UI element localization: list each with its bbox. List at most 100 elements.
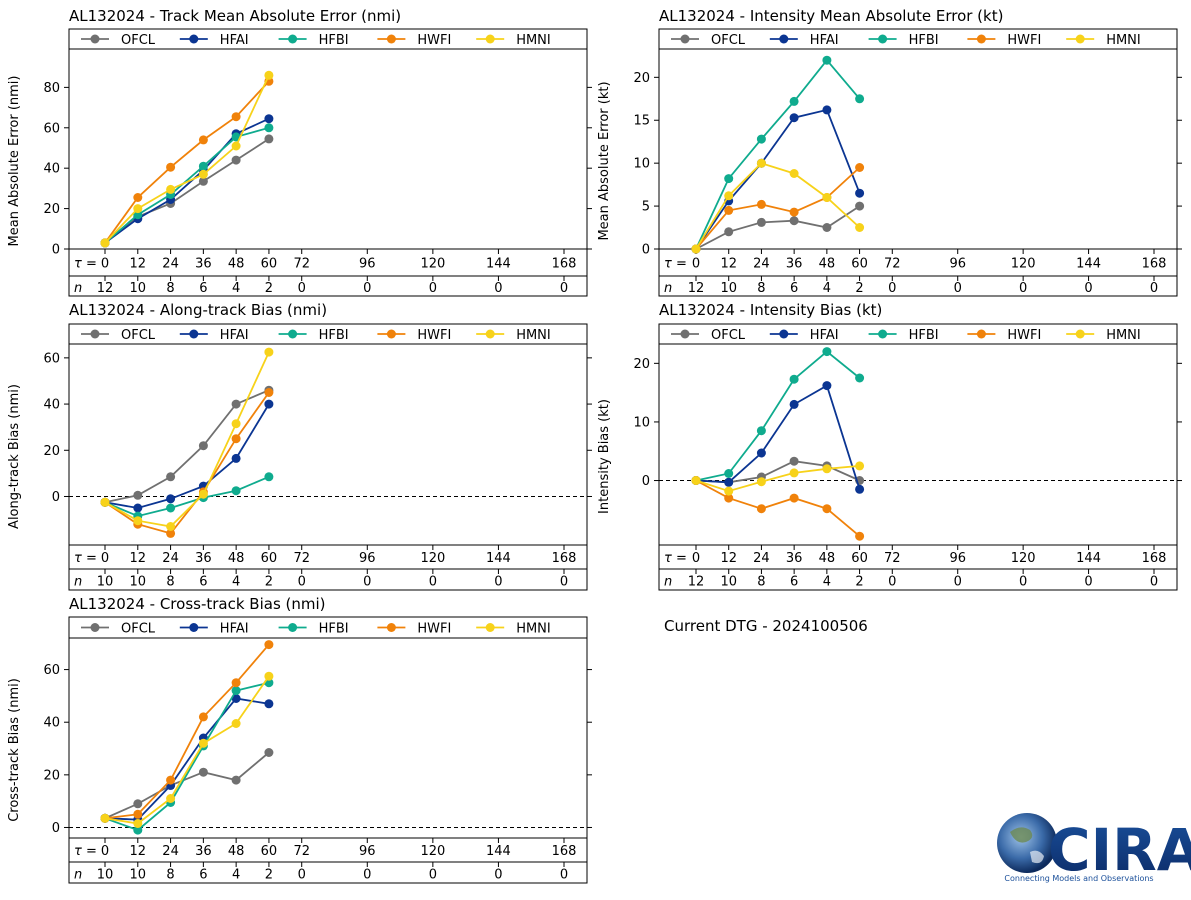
- series-hfbi: [100, 678, 274, 835]
- n-row-label: n: [664, 575, 672, 590]
- tau-label: 36: [786, 257, 803, 272]
- legend-marker-hmni: [485, 34, 495, 44]
- data-point-ofcl: [231, 155, 241, 165]
- tau-label: 48: [819, 257, 836, 272]
- tau-label: 0: [692, 551, 700, 566]
- legend-marker-ofcl: [90, 623, 100, 632]
- data-point-ofcl: [231, 775, 241, 785]
- chart-title: AL132024 - Intensity Bias (kt): [659, 301, 882, 319]
- series-line-hfbi: [104, 475, 270, 518]
- tau-label: 36: [195, 551, 212, 566]
- series-hmni: [691, 461, 865, 496]
- tau-label: 96: [359, 551, 376, 566]
- data-point-hmni: [166, 522, 176, 531]
- y-tick-label: 20: [43, 444, 60, 459]
- n-value: 0: [954, 281, 962, 296]
- n-value: 10: [130, 281, 147, 296]
- y-axis-label: Cross-track Bias (nmi): [7, 678, 22, 822]
- tau-label: 0: [101, 844, 109, 859]
- y-tick-label: 0: [52, 243, 60, 258]
- data-point-hwfi: [166, 162, 176, 172]
- data-point-hmni: [100, 813, 110, 823]
- tau-symbol: τ: [664, 257, 676, 272]
- n-value: 4: [232, 868, 240, 883]
- data-point-ofcl: [789, 456, 799, 466]
- series-line-hwfi: [695, 479, 861, 537]
- data-point-hfbi: [133, 825, 143, 835]
- legend-marker-ofcl: [90, 34, 100, 44]
- data-point-hfai: [822, 105, 832, 115]
- data-point-hwfi: [198, 712, 208, 722]
- legend-marker-hfbi: [288, 34, 298, 44]
- n-row-label: n: [74, 868, 82, 883]
- y-tick-label: 20: [633, 357, 650, 372]
- axes-frame: [68, 323, 588, 591]
- legend-label-ofcl: OFCL: [121, 33, 156, 48]
- data-point-hmni: [198, 169, 208, 179]
- y-tick-label: 10: [633, 415, 650, 430]
- n-value: 4: [232, 575, 240, 590]
- y-tick-label: 20: [43, 202, 60, 217]
- data-point-hfai: [264, 399, 274, 409]
- legend-label-hfai: HFAI: [810, 328, 839, 343]
- n-value: 0: [363, 281, 371, 296]
- chart-intensity: AL132024 - Intensity Mean Absolute Error…: [597, 7, 1182, 297]
- tau-label: 60: [261, 257, 278, 272]
- data-point-hfbi: [264, 123, 274, 133]
- series-line-ofcl: [104, 751, 270, 820]
- series-line-hfai: [104, 697, 270, 821]
- data-point-hwfi: [822, 504, 832, 514]
- n-value: 0: [429, 281, 437, 296]
- legend-marker-hfai: [189, 34, 199, 44]
- data-point-hwfi: [789, 207, 799, 217]
- series-line-ofcl: [695, 205, 861, 250]
- tau-label: 12: [720, 257, 737, 272]
- data-point-hmni: [756, 477, 766, 487]
- tau-label: 168: [552, 551, 577, 566]
- logo-lettering: CIRA: [1048, 816, 1191, 884]
- legend-marker-hmni: [485, 623, 495, 632]
- y-axis-label: Mean Absolute Error (kt): [597, 81, 612, 240]
- legend-marker-ofcl: [680, 329, 690, 339]
- n-value: 0: [298, 281, 306, 296]
- tau-label: 0: [101, 257, 109, 272]
- legend-marker-hmni: [485, 329, 495, 339]
- y-tick-label: 60: [43, 663, 60, 678]
- data-point-ofcl: [166, 472, 176, 482]
- legend-marker-hfbi: [288, 329, 298, 339]
- legend-label-ofcl: OFCL: [711, 33, 746, 48]
- axes-frame: [68, 28, 588, 297]
- tau-label: 48: [819, 551, 836, 566]
- tau-label: 96: [949, 257, 966, 272]
- data-point-hfbi: [166, 503, 176, 513]
- legend-label-hmni: HMNI: [516, 33, 551, 48]
- data-point-hfai: [756, 448, 766, 458]
- tau-equals: =: [676, 551, 687, 566]
- series-hwfi: [100, 76, 274, 248]
- tau-label: 36: [786, 551, 803, 566]
- n-value: 12: [688, 281, 705, 296]
- n-row-label: n: [74, 281, 82, 296]
- series-line-hfai: [104, 403, 270, 509]
- tau-label: 144: [486, 551, 511, 566]
- data-point-hwfi: [166, 775, 176, 785]
- tau-label: 144: [1076, 257, 1101, 272]
- y-tick-label: 15: [633, 114, 650, 129]
- y-tick-label: 20: [633, 71, 650, 86]
- n-value: 0: [888, 281, 896, 296]
- tau-equals: =: [676, 257, 687, 272]
- tau-label: 12: [130, 257, 147, 272]
- tau-symbol: τ: [664, 551, 676, 566]
- globe-land: [1010, 827, 1033, 843]
- legend-label-hfai: HFAI: [220, 328, 249, 343]
- data-point-hmni: [822, 193, 832, 202]
- tau-label: 12: [130, 551, 147, 566]
- series-line-hwfi: [104, 391, 270, 535]
- chart-ibias: AL132024 - Intensity Bias (kt) OFCL HFAI HF…: [597, 301, 1182, 591]
- data-point-hwfi: [231, 434, 241, 444]
- n-value: 12: [688, 575, 705, 590]
- data-point-hwfi: [231, 678, 241, 688]
- n-value: 8: [166, 281, 174, 296]
- series-hmni: [100, 347, 274, 531]
- data-point-hfbi: [855, 373, 865, 383]
